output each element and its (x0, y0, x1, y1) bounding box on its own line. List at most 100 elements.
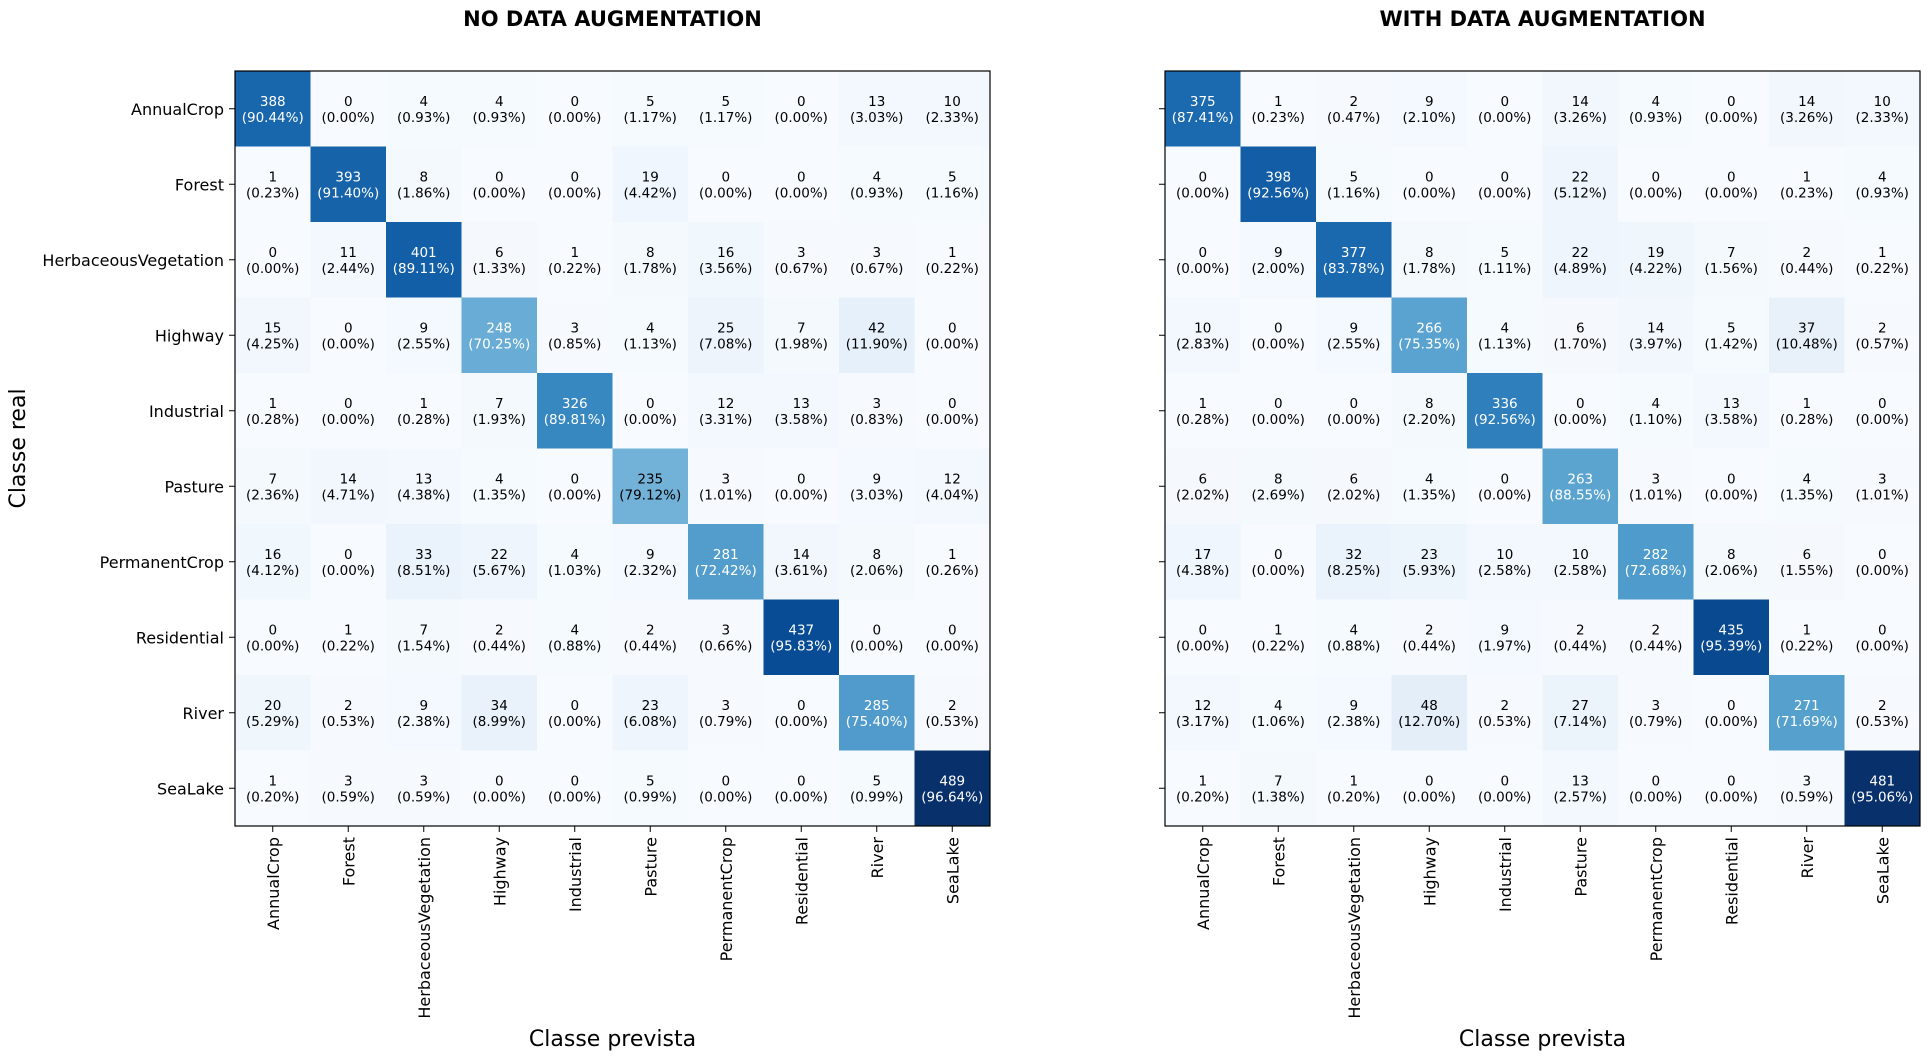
cell-percentage-label: (1.38%) (1252, 789, 1305, 805)
x-tick-label: Pasture (641, 837, 660, 897)
cell-count-label: 0 (948, 396, 957, 412)
heatmap-cell (1693, 373, 1770, 449)
heatmap-cell (839, 524, 915, 600)
cell-count-label: 0 (721, 773, 730, 789)
heatmap-cell (1467, 750, 1543, 827)
heatmap-cell (310, 146, 387, 223)
cell-count-label: 1 (268, 773, 277, 789)
cell-count-label: 13 (415, 471, 432, 487)
heatmap-cell (1769, 524, 1845, 600)
cell-count-label: 37 (1798, 320, 1815, 336)
cell-count-label: 0 (344, 547, 353, 563)
cell-count-label: 3 (872, 245, 881, 261)
heatmap-cell (1542, 750, 1619, 827)
cell-count-label: 398 (1265, 169, 1291, 185)
cell-count-label: 2 (1349, 94, 1358, 110)
x-tick-label: Forest (1269, 837, 1288, 886)
heatmap-cell (688, 448, 764, 525)
cell-percentage-label: (0.00%) (246, 638, 299, 654)
cell-count-label: 7 (1274, 773, 1283, 789)
cell-count-label: 13 (868, 94, 885, 110)
cell-count-label: 336 (1492, 396, 1518, 412)
cell-count-label: 13 (1572, 773, 1589, 789)
cell-percentage-label: (95.83%) (770, 638, 832, 654)
cell-count-label: 9 (1349, 698, 1358, 714)
heatmap-cell (839, 675, 915, 751)
cell-count-label: 3 (721, 622, 730, 638)
heatmap-cell (1467, 71, 1543, 147)
heatmap-cell (386, 524, 462, 600)
y-tick-label: AnnualCrop (131, 100, 224, 119)
cell-percentage-label: (0.00%) (1327, 412, 1380, 428)
heatmap-cell (461, 448, 538, 525)
heatmap-cell (688, 222, 764, 298)
cell-count-label: 435 (1718, 622, 1744, 638)
heatmap-cell (914, 675, 991, 751)
heatmap-cell (1165, 297, 1241, 374)
heatmap-cell (310, 222, 387, 298)
heatmap-cell (1467, 448, 1543, 525)
cell-percentage-label: (1.10%) (1629, 412, 1682, 428)
heatmap-cell (612, 675, 689, 751)
cell-percentage-label: (4.04%) (926, 487, 979, 503)
cell-count-label: 34 (491, 698, 508, 714)
cell-percentage-label: (0.00%) (1252, 336, 1305, 352)
cell-count-label: 22 (1572, 245, 1589, 261)
heatmap-cell (1467, 373, 1543, 449)
cell-percentage-label: (5.12%) (1554, 185, 1607, 201)
cell-count-label: 10 (1572, 547, 1589, 563)
x-tick-label: Industrial (566, 837, 585, 912)
heatmap-cell (763, 524, 840, 600)
cell-percentage-label: (0.00%) (548, 110, 601, 126)
heatmap-cell (1165, 222, 1241, 298)
cell-count-label: 263 (1567, 471, 1593, 487)
cell-percentage-label: (2.44%) (322, 261, 375, 277)
cell-percentage-label: (0.44%) (624, 638, 677, 654)
cell-count-label: 0 (1878, 547, 1887, 563)
heatmap-cell (386, 297, 462, 374)
cell-percentage-label: (8.99%) (473, 714, 526, 730)
heatmap-cell (1769, 675, 1845, 751)
cell-percentage-label: (89.11%) (393, 261, 455, 277)
heatmap-cell (1769, 297, 1845, 374)
cell-percentage-label: (96.64%) (921, 789, 983, 805)
cell-count-label: 20 (264, 698, 281, 714)
heatmap-cell (310, 675, 387, 751)
cell-percentage-label: (4.71%) (322, 487, 375, 503)
cell-percentage-label: (0.53%) (1478, 714, 1531, 730)
cell-count-label: 6 (1349, 471, 1358, 487)
heatmap-cell (1618, 524, 1694, 600)
cell-count-label: 0 (1349, 396, 1358, 412)
confusion-matrix-with-augmentation: WITH DATA AUGMENTATION375(87.41%)1(0.23%… (1159, 7, 1921, 1052)
cell-percentage-label: (3.03%) (850, 487, 903, 503)
heatmap-cell (386, 71, 462, 147)
cell-count-label: 4 (1651, 396, 1660, 412)
cell-percentage-label: (0.00%) (775, 185, 828, 201)
heatmap-cell (386, 675, 462, 751)
cell-percentage-label: (7.08%) (699, 336, 752, 352)
heatmap-cell (310, 373, 387, 449)
heatmap-cell (763, 599, 840, 676)
x-tick-label: Highway (1420, 837, 1439, 906)
cell-count-label: 7 (419, 622, 428, 638)
cell-count-label: 10 (944, 94, 961, 110)
cell-percentage-label: (7.14%) (1554, 714, 1607, 730)
heatmap-cell (310, 750, 387, 827)
cell-count-label: 7 (1727, 245, 1736, 261)
cell-percentage-label: (8.25%) (1327, 563, 1380, 579)
cell-percentage-label: (0.44%) (1629, 638, 1682, 654)
cell-count-label: 2 (344, 698, 353, 714)
cell-count-label: 0 (1198, 245, 1207, 261)
cell-count-label: 0 (1500, 94, 1509, 110)
heatmap-cell (914, 71, 991, 147)
heatmap-cell (1618, 599, 1694, 676)
cell-count-label: 0 (872, 622, 881, 638)
cell-count-label: 2 (1500, 698, 1509, 714)
cell-percentage-label: (1.33%) (473, 261, 526, 277)
cell-percentage-label: (1.01%) (1856, 487, 1909, 503)
heatmap-cell (1165, 675, 1241, 751)
cell-percentage-label: (1.35%) (1403, 487, 1456, 503)
cell-percentage-label: (5.93%) (1403, 563, 1456, 579)
cell-count-label: 1 (1802, 622, 1811, 638)
cell-percentage-label: (0.00%) (1705, 789, 1758, 805)
